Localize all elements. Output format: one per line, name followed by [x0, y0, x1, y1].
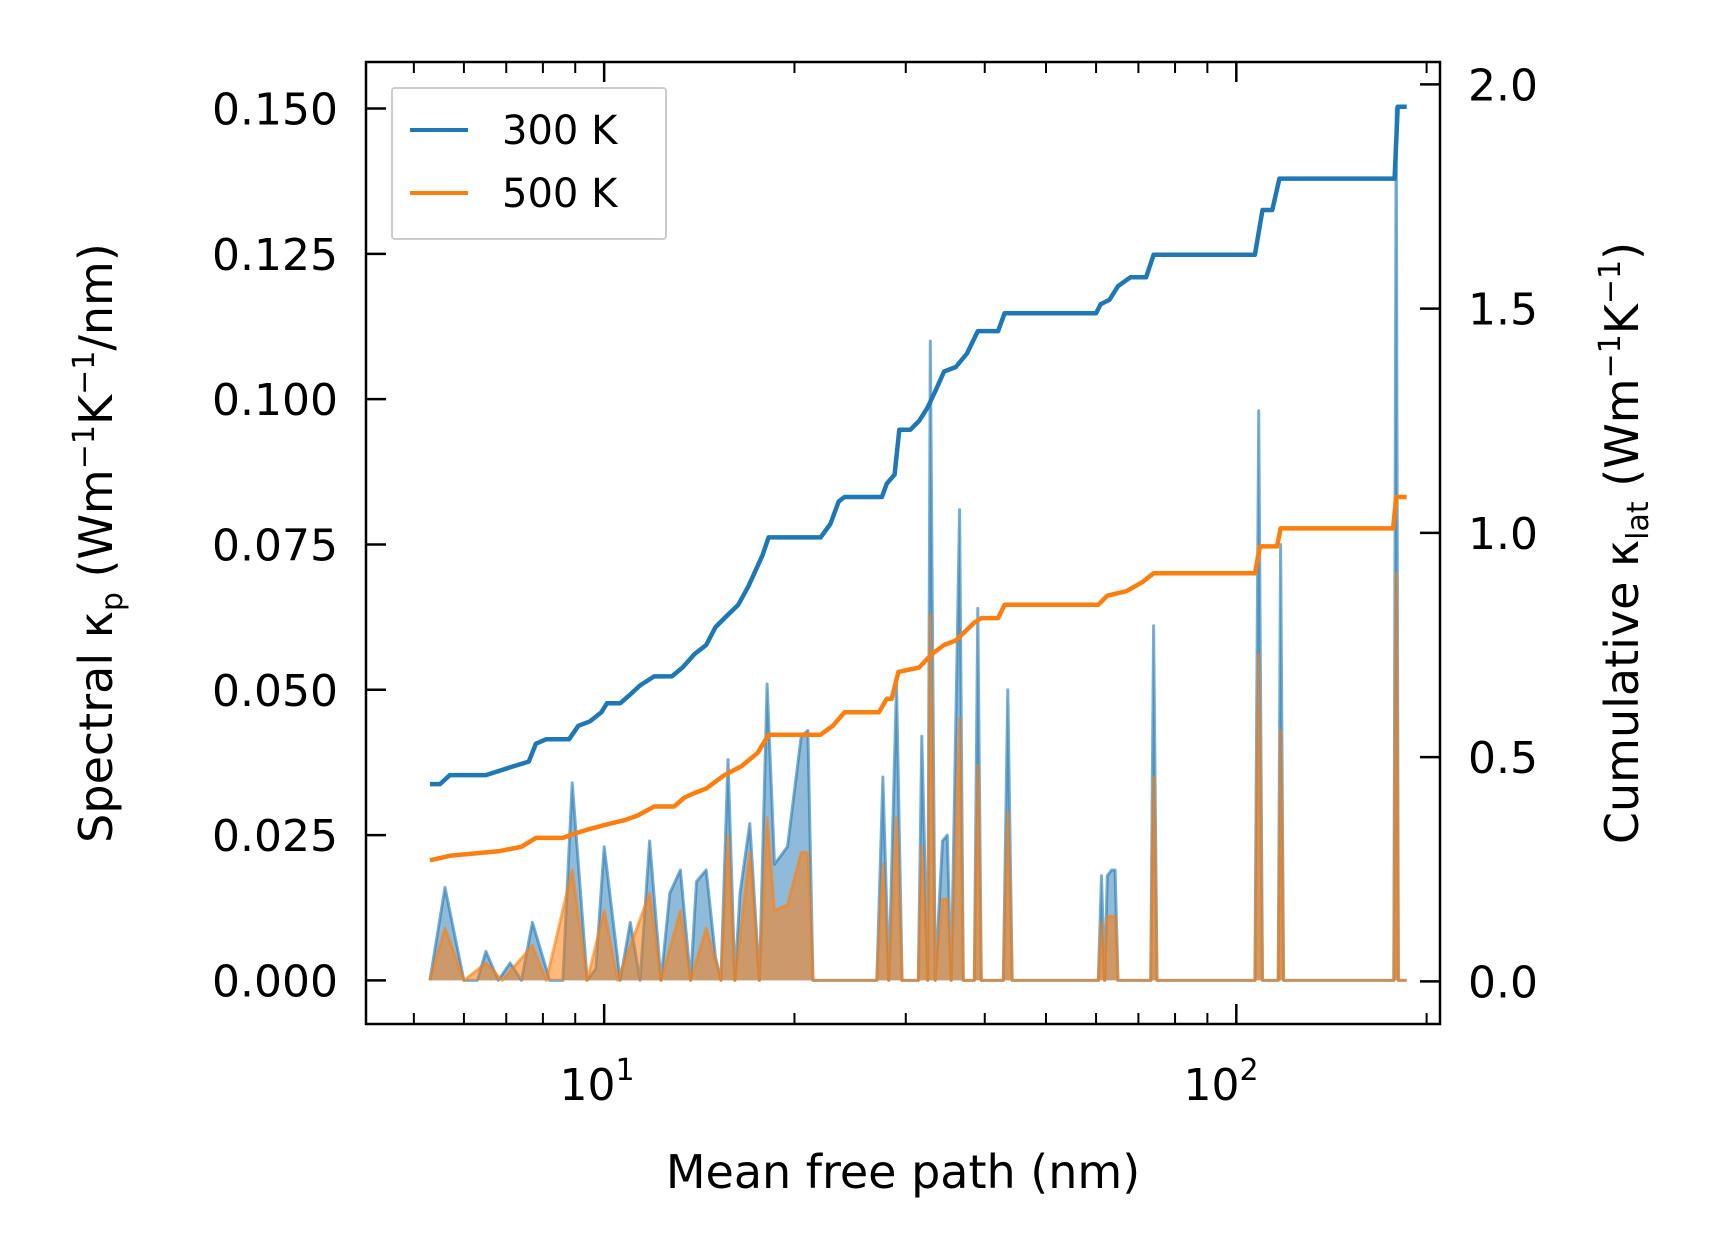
right-tick-labels: 0.0 0.5 1.0 1.5 2.0 [1468, 60, 1538, 1008]
legend-box [391, 87, 667, 240]
right-tick-label: 1.0 [1468, 509, 1538, 560]
right-tick-label: 0.5 [1468, 733, 1538, 784]
legend-label-300k: 300 K [502, 108, 619, 154]
left-tick-label: 0.150 [212, 85, 338, 136]
left-tick-label: 0.000 [212, 956, 338, 1007]
left-tick-label: 0.075 [212, 520, 338, 571]
right-axis-label: Cumulative κlat (Wm−1K−1) [1593, 242, 1656, 844]
plot-frame [364, 60, 1442, 1026]
right-tick-label: 2.0 [1468, 60, 1538, 111]
left-tick-label: 0.050 [212, 666, 338, 717]
cumulative-lines [429, 104, 1407, 863]
spectral-line-500k [428, 572, 1407, 982]
legend: 300 K 500 K [391, 87, 667, 240]
spectral-fills [428, 107, 1407, 982]
left-tick-label: 0.125 [212, 230, 338, 281]
legend-label-500k: 500 K [502, 171, 619, 217]
axis-ticks [366, 62, 1440, 1024]
left-axis-label: Spectral κp (Wm−1K−1/nm) [67, 243, 130, 843]
right-tick-label: 0.0 [1468, 957, 1538, 1008]
cumulative-line-300k [429, 104, 1407, 787]
right-tick-label: 1.5 [1468, 285, 1538, 336]
left-tick-label: 0.025 [212, 811, 338, 862]
x-axis-label: Mean free path (nm) [666, 1145, 1140, 1199]
left-tick-label: 0.100 [212, 375, 338, 426]
left-tick-labels: 0.000 0.025 0.050 0.075 0.100 0.125 0.15… [212, 85, 338, 1008]
x-tick-label: 102 [1183, 1053, 1258, 1111]
cumulative-line-500k [429, 494, 1407, 863]
x-tick-label: 101 [559, 1053, 634, 1111]
